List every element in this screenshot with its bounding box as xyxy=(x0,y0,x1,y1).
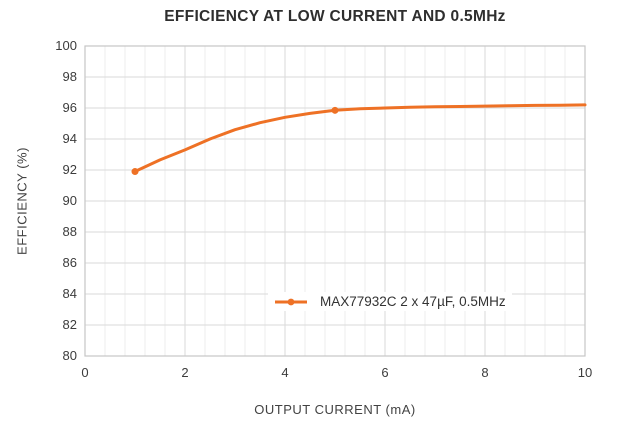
x-axis-title: OUTPUT CURRENT (mA) xyxy=(254,402,416,417)
y-tick-label: 96 xyxy=(62,100,77,115)
plot-border xyxy=(84,45,586,357)
y-tick-label: 92 xyxy=(62,162,77,177)
y-axis-title: EFFICIENCY (%) xyxy=(14,147,30,255)
x-tick-label: 0 xyxy=(81,365,89,380)
x-tick-label: 6 xyxy=(381,365,389,380)
y-tick-label: 88 xyxy=(62,224,77,239)
y-tick-label: 84 xyxy=(62,286,77,301)
y-tick-label: 98 xyxy=(62,69,77,84)
series-marker xyxy=(331,106,339,114)
x-tick-label: 4 xyxy=(281,365,289,380)
x-tick-label: 10 xyxy=(577,365,593,380)
y-tick-label: 82 xyxy=(62,317,77,332)
x-tick-label: 2 xyxy=(181,365,189,380)
y-tick-label: 90 xyxy=(62,193,77,208)
legend: MAX77932C 2 x 47µF, 0.5MHz xyxy=(268,292,512,311)
legend-series-label: MAX77932C 2 x 47µF, 0.5MHz xyxy=(320,294,506,309)
y-tick-label: 94 xyxy=(62,131,77,146)
legend-line-marker-icon xyxy=(275,298,307,305)
chart-title: EFFICIENCY AT LOW CURRENT AND 0.5MHz xyxy=(164,8,506,25)
y-tick-label: 80 xyxy=(62,348,77,363)
y-tick-label: 86 xyxy=(62,255,77,270)
y-tick-label: 100 xyxy=(55,38,77,53)
series-line xyxy=(133,103,587,173)
x-tick-label: 8 xyxy=(481,365,489,380)
series-marker xyxy=(131,168,139,176)
